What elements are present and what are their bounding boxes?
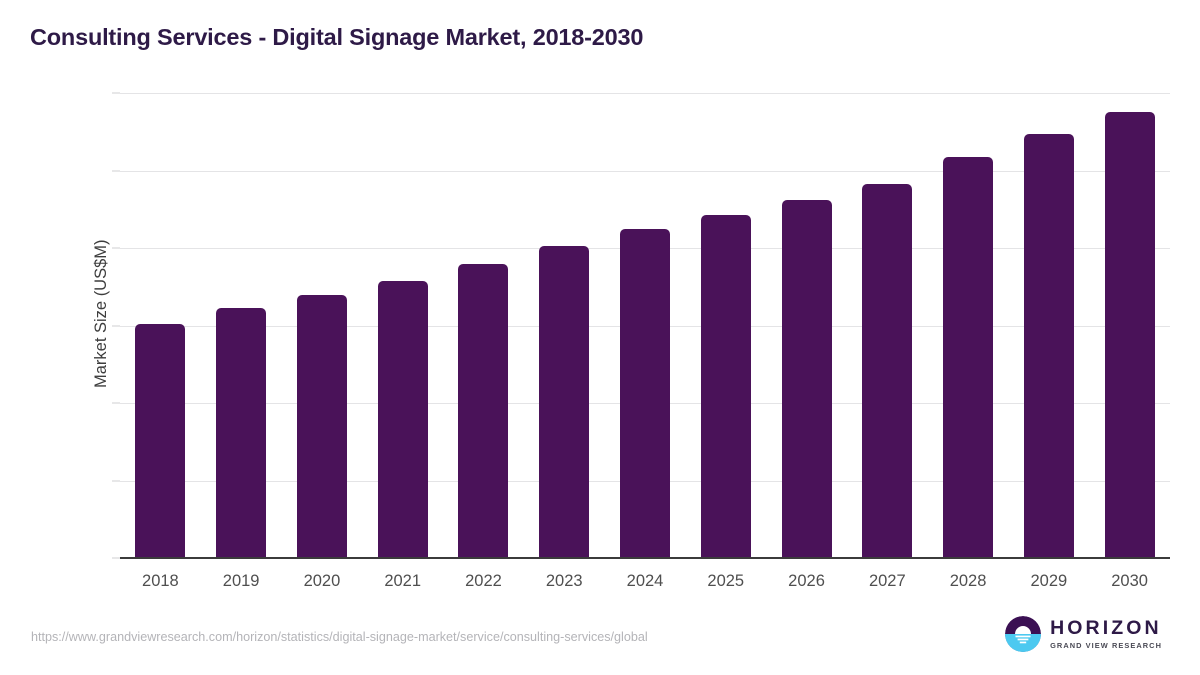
bar[interactable] xyxy=(539,246,590,558)
y-tick-mark xyxy=(112,557,120,559)
logo-tagline: GRAND VIEW RESEARCH xyxy=(1050,640,1162,650)
x-tick-label: 2026 xyxy=(788,572,825,590)
bar[interactable] xyxy=(1104,111,1155,558)
y-tick-mark xyxy=(112,92,120,94)
bar[interactable] xyxy=(458,263,509,558)
y-axis-title: Market Size (US$M) xyxy=(92,239,110,388)
x-tick-label: 2028 xyxy=(949,572,987,590)
x-tick-label: 2024 xyxy=(626,572,664,590)
x-tick-label: 2029 xyxy=(1030,572,1068,590)
horizon-logo: HORIZON GRAND VIEW RESEARCH xyxy=(1005,616,1162,652)
x-tick-label: 2018 xyxy=(142,572,179,590)
x-tick-label: 2030 xyxy=(1111,572,1148,590)
bar[interactable] xyxy=(862,183,913,558)
x-tick-label: 2021 xyxy=(384,572,422,590)
bar[interactable] xyxy=(700,215,751,558)
bar[interactable] xyxy=(620,229,670,558)
x-tick-label: 2020 xyxy=(303,572,341,590)
plot-area: 0250500750100012501500 Market Size (US$M… xyxy=(92,92,1170,559)
horizon-logo-icon xyxy=(1005,616,1042,652)
bar[interactable] xyxy=(943,156,994,558)
x-tick-label: 2023 xyxy=(545,572,583,590)
x-axis-line xyxy=(120,557,1170,559)
bar[interactable] xyxy=(377,280,428,558)
x-tick-label: 2022 xyxy=(465,572,502,590)
bar[interactable] xyxy=(216,308,267,558)
y-tick-mark xyxy=(112,247,120,249)
source-url[interactable]: https://www.grandviewresearch.com/horizo… xyxy=(31,630,648,644)
logo-wordmark: HORIZON xyxy=(1050,617,1162,640)
y-tick-mark xyxy=(112,480,120,481)
gridline xyxy=(120,170,1170,172)
bar[interactable] xyxy=(135,323,186,558)
page-title: Consulting Services - Digital Signage Ma… xyxy=(30,24,644,50)
y-tick-mark xyxy=(112,402,120,404)
x-tick-label: 2019 xyxy=(222,572,260,590)
bar[interactable] xyxy=(1023,134,1074,558)
x-tick-label: 2027 xyxy=(868,572,906,590)
x-tick-label: 2025 xyxy=(707,572,745,590)
bar[interactable] xyxy=(781,199,832,558)
y-tick-mark xyxy=(112,170,120,171)
y-tick-mark xyxy=(112,325,120,326)
horizon-logo-text: HORIZON GRAND VIEW RESEARCH xyxy=(1050,619,1162,649)
gridline xyxy=(120,93,1170,94)
bar[interactable] xyxy=(296,294,347,558)
